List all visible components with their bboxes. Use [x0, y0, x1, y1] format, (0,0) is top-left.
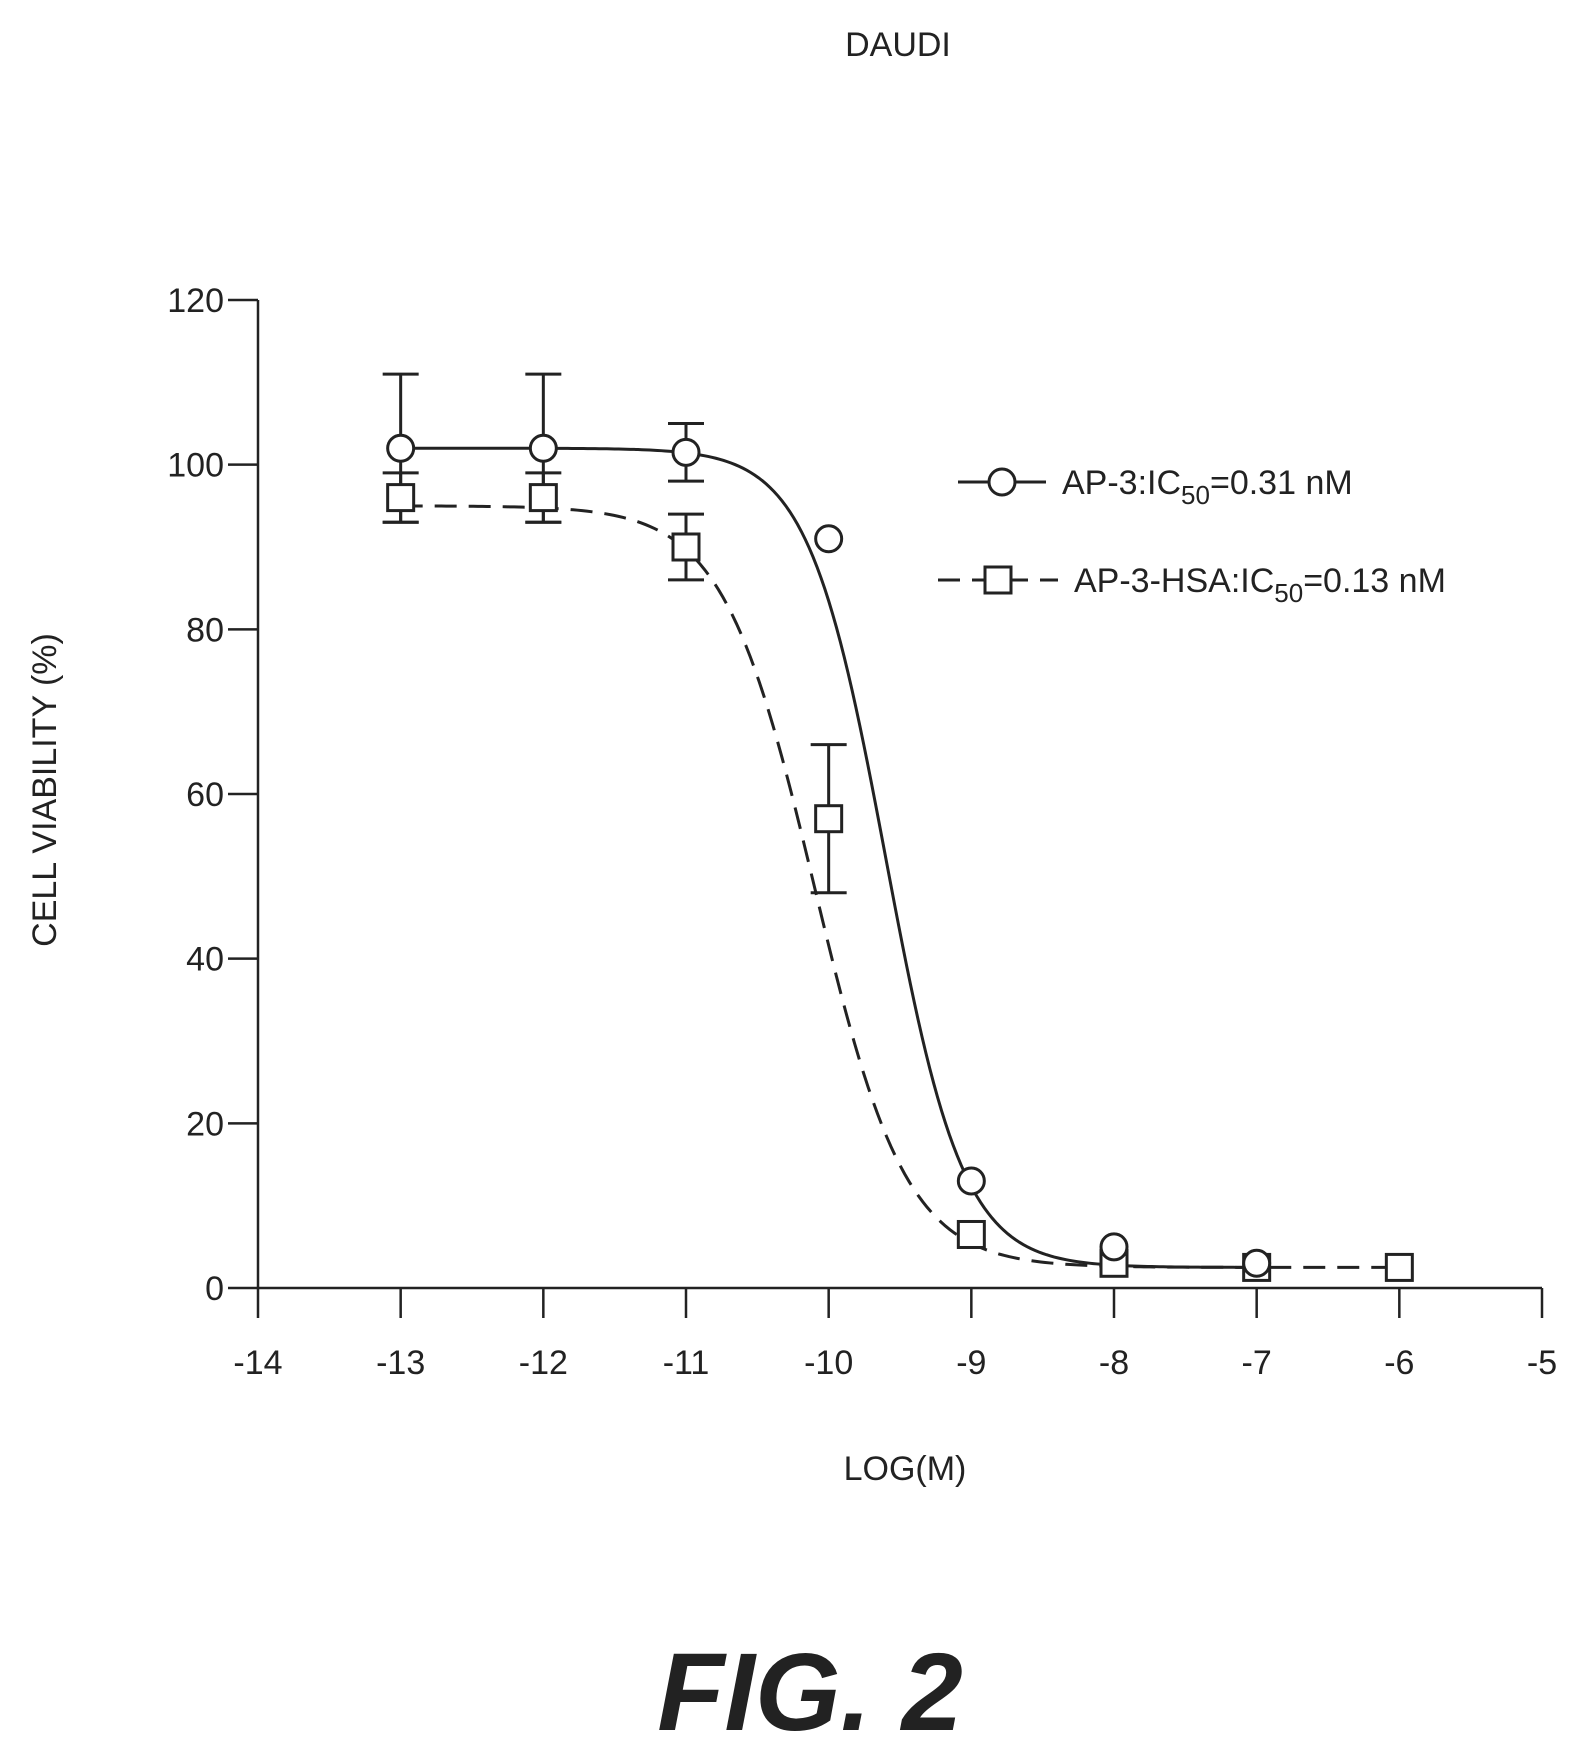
data-point-series-2	[956, 1219, 986, 1249]
legend-label-series-2: AP-3-HSA:IC50=0.13 nM	[1074, 562, 1446, 608]
y-tick-label: 20	[186, 1105, 224, 1143]
data-point-series-1	[1242, 1248, 1272, 1278]
x-tick-label: -8	[1099, 1344, 1129, 1382]
y-tick-label: 40	[186, 941, 224, 979]
data-point-series-2	[671, 532, 701, 562]
legend: AP-3:IC50=0.31 nM AP-3-HSA:IC50=0.13 nM	[938, 464, 1446, 608]
x-tick-label: -10	[804, 1344, 853, 1382]
x-axis-title: LOG(M)	[844, 1450, 967, 1488]
y-axis-title: CELL VIABILITY (%)	[26, 633, 64, 947]
y-tick-label: 60	[186, 776, 224, 814]
data-point-series-2	[814, 804, 844, 834]
plot-area: 0 20 40 60 80 100 120 -14 -13 -12 -11 -10 -9 -8 -7 -6 -5	[167, 282, 1557, 1382]
data-point-series-1	[528, 433, 558, 463]
data-point-series-1	[671, 437, 701, 467]
x-tick-label: -12	[519, 1344, 568, 1382]
fit-curve-series-2	[400, 504, 1400, 1269]
x-tick-label: -14	[233, 1344, 282, 1382]
data-point-series-2	[528, 483, 558, 513]
x-tick-label: -5	[1527, 1344, 1557, 1382]
y-tick-label: 80	[186, 611, 224, 649]
legend-label-series-1: AP-3:IC50=0.31 nM	[1062, 464, 1353, 510]
data-point-series-2	[1384, 1252, 1414, 1282]
data-point-series-2	[386, 483, 416, 513]
x-tick-label: -7	[1242, 1344, 1272, 1382]
data-point-series-1	[386, 433, 416, 463]
x-tick-label: -13	[376, 1344, 425, 1382]
y-tick-label: 0	[205, 1270, 224, 1308]
data-point-series-1	[814, 524, 844, 554]
legend-marker-series-1	[987, 467, 1017, 497]
legend-marker-series-2	[983, 565, 1013, 595]
figure-caption: FIG. 2	[657, 1631, 963, 1754]
y-tick-label: 120	[167, 282, 224, 320]
y-tick-label: 100	[167, 447, 224, 485]
data-point-series-1	[1099, 1232, 1129, 1262]
data-point-series-1	[956, 1166, 986, 1196]
x-tick-label: -9	[956, 1344, 986, 1382]
x-tick-label: -11	[663, 1344, 710, 1382]
chart-title: DAUDI	[845, 26, 951, 64]
x-tick-label: -6	[1384, 1344, 1414, 1382]
